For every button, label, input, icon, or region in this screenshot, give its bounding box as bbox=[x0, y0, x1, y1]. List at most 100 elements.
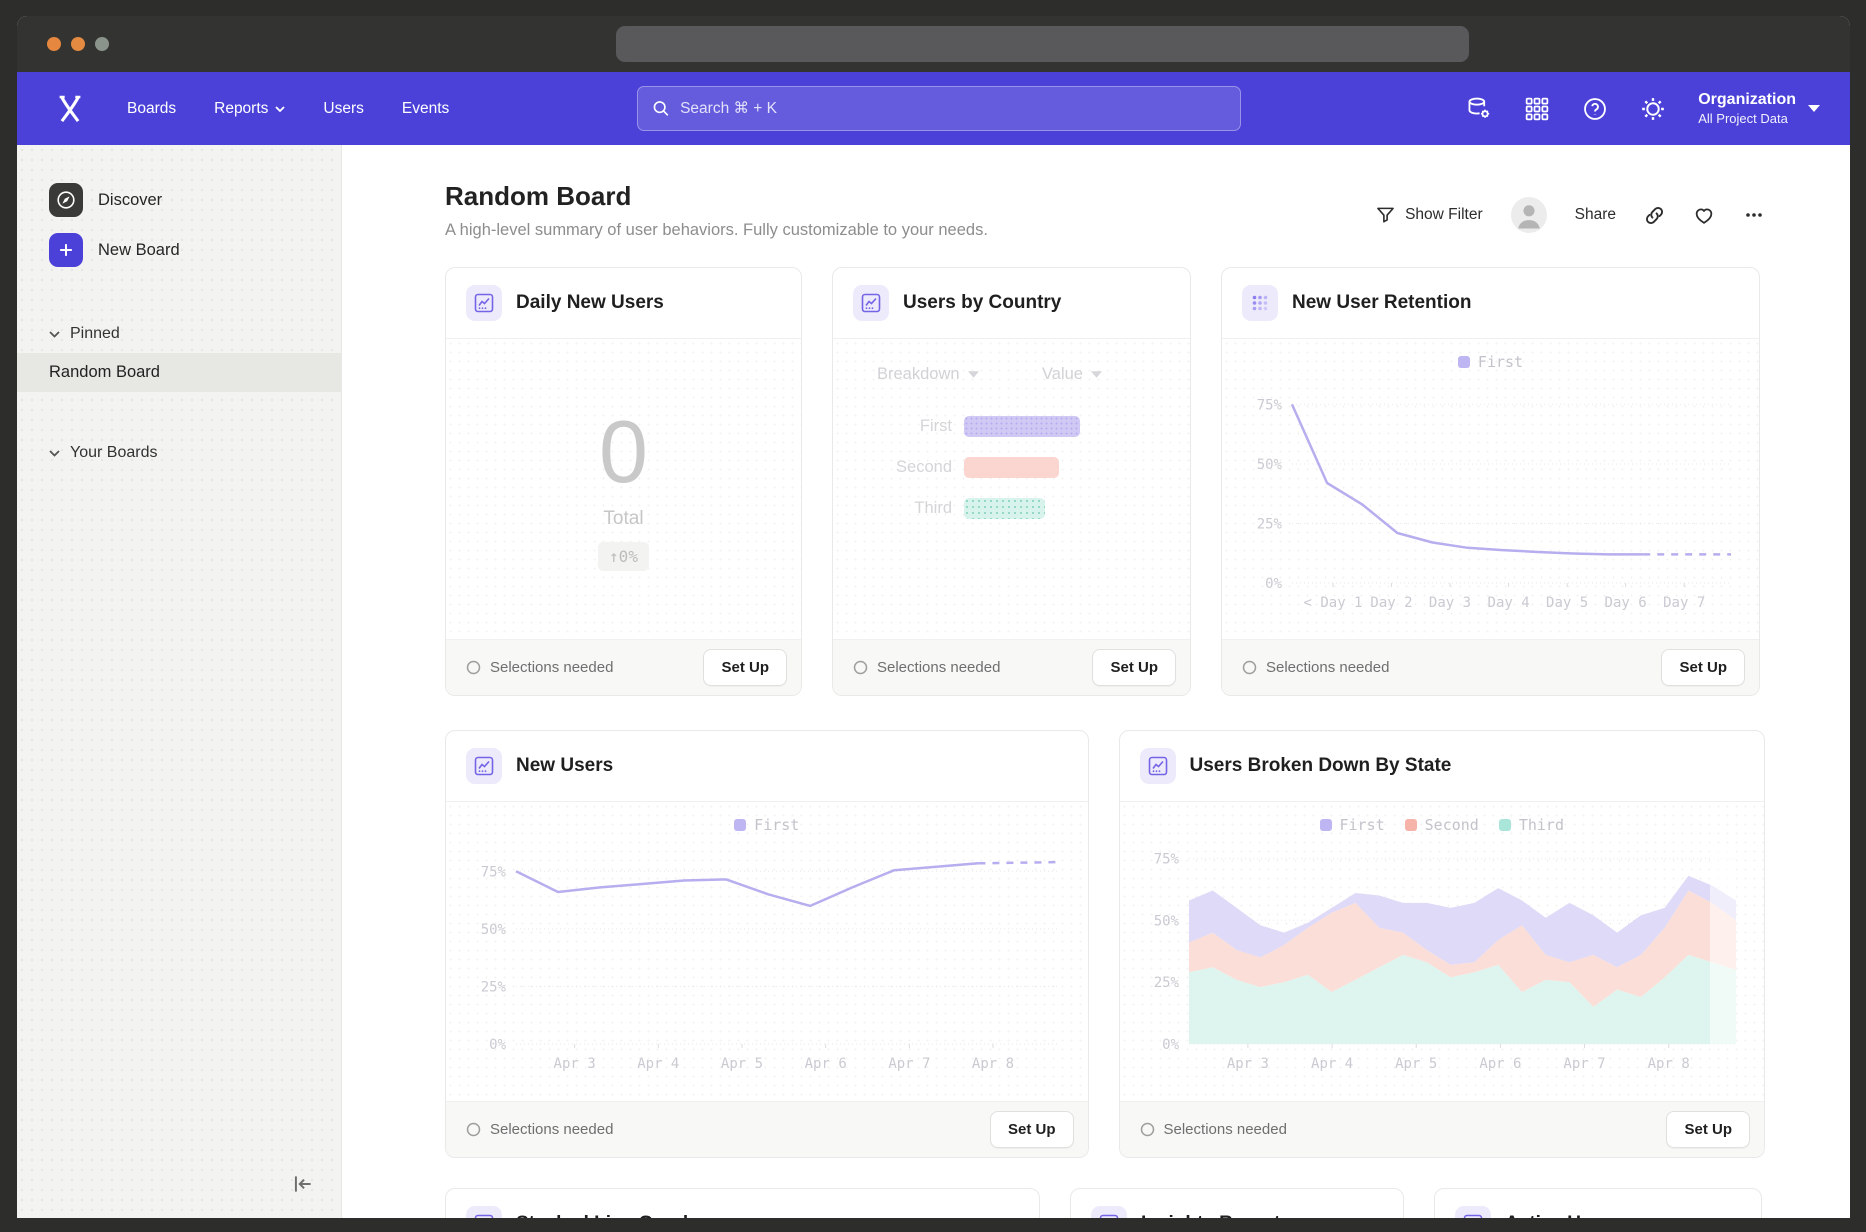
nav-right: Organization All Project Data bbox=[1466, 91, 1820, 126]
chart-legend: First bbox=[1222, 353, 1759, 371]
sidebar-section-your-boards[interactable]: Your Boards bbox=[17, 434, 341, 472]
minimize-window-button[interactable] bbox=[71, 37, 85, 51]
status-selections-needed: Selections needed bbox=[466, 659, 613, 676]
set-up-button[interactable]: Set Up bbox=[1661, 649, 1745, 686]
svg-text:0%: 0% bbox=[489, 1037, 506, 1053]
address-bar[interactable] bbox=[616, 26, 1469, 62]
retention-grid-icon bbox=[1242, 285, 1278, 321]
svg-text:Apr 8: Apr 8 bbox=[1648, 1056, 1690, 1072]
gear-icon[interactable] bbox=[1640, 96, 1666, 122]
data-settings-icon[interactable] bbox=[1466, 96, 1492, 122]
legend-item: Third bbox=[1498, 816, 1564, 834]
card-title: Insights Report bbox=[1141, 1213, 1280, 1218]
apps-grid-icon[interactable] bbox=[1524, 96, 1550, 122]
page-title: Random Board bbox=[445, 181, 632, 211]
status-selections-needed: Selections needed bbox=[853, 659, 1000, 676]
line-chart-icon bbox=[466, 1206, 502, 1218]
card-insights-report: Insights Report bbox=[1070, 1188, 1404, 1218]
card-new-user-retention: New User Retention First 75% 50% 25% 0% < Da… bbox=[1221, 267, 1760, 696]
show-filter-button[interactable]: Show Filter bbox=[1376, 206, 1483, 224]
svg-text:Day 7: Day 7 bbox=[1663, 595, 1705, 611]
global-search[interactable] bbox=[637, 86, 1241, 131]
search-input[interactable] bbox=[680, 99, 1226, 118]
more-options-icon[interactable] bbox=[1743, 205, 1765, 225]
svg-text:Apr 3: Apr 3 bbox=[1227, 1056, 1269, 1072]
svg-text:Apr 4: Apr 4 bbox=[1311, 1056, 1353, 1072]
legend-item: First bbox=[1319, 816, 1385, 834]
card-users-by-country: Users by Country Breakdown Value bbox=[832, 267, 1191, 696]
sidebar-collapse-icon[interactable] bbox=[291, 1173, 315, 1200]
bar-third bbox=[964, 497, 1045, 519]
svg-text:Apr 6: Apr 6 bbox=[1480, 1056, 1522, 1072]
set-up-button[interactable]: Set Up bbox=[703, 649, 787, 686]
svg-text:50%: 50% bbox=[1257, 457, 1283, 473]
zoom-window-button[interactable] bbox=[95, 37, 109, 51]
value-dropdown[interactable]: Value bbox=[1042, 365, 1102, 384]
status-selections-needed: Selections needed bbox=[1242, 659, 1389, 676]
avatar[interactable] bbox=[1510, 197, 1547, 233]
sidebar-item-new-board[interactable]: New Board bbox=[17, 225, 341, 275]
chevron-down-icon bbox=[275, 105, 286, 112]
mixpanel-logo-icon[interactable] bbox=[55, 94, 85, 124]
card-title: Users by Country bbox=[903, 292, 1062, 313]
nav-item-reports[interactable]: Reports bbox=[214, 100, 286, 118]
svg-text:Apr 7: Apr 7 bbox=[1564, 1056, 1606, 1072]
svg-text:Day 6: Day 6 bbox=[1605, 595, 1647, 611]
legend-swatch-icon bbox=[734, 819, 747, 831]
metric-value: 0 bbox=[599, 401, 648, 501]
copy-link-icon[interactable] bbox=[1644, 205, 1665, 226]
chevron-down-icon bbox=[49, 449, 60, 457]
card-new-users: New Users First 75% 50% 25% 0% Apr 3 Apr 4 Apr… bbox=[445, 730, 1089, 1158]
org-switcher[interactable]: Organization All Project Data bbox=[1698, 91, 1820, 126]
country-bar-row: Third bbox=[833, 497, 1190, 519]
card-active-users: Active Users bbox=[1434, 1188, 1762, 1218]
chart-legend: First Second Third bbox=[1120, 816, 1765, 834]
country-bar-row: Second bbox=[833, 456, 1190, 478]
org-project: All Project Data bbox=[1698, 111, 1788, 126]
share-button[interactable]: Share bbox=[1574, 206, 1616, 223]
main-content: Random Board A high-level summary of use… bbox=[342, 145, 1850, 1218]
nav-item-events[interactable]: Events bbox=[401, 99, 450, 117]
nav-item-users[interactable]: Users bbox=[323, 99, 364, 117]
retention-line-chart: 75% 50% 25% 0% < Day 1 Day 2 Day 3 Day 4 Day 5 Da… bbox=[1257, 397, 1731, 611]
sidebar: Discover New Board Pinned Random Board bbox=[17, 145, 342, 1218]
sidebar-item-discover[interactable]: Discover bbox=[17, 175, 341, 225]
legend-swatch-icon bbox=[1457, 356, 1470, 368]
status-selections-needed: Selections needed bbox=[1140, 1121, 1287, 1138]
svg-text:25%: 25% bbox=[480, 979, 506, 995]
country-bars: First Second Third bbox=[833, 415, 1190, 538]
help-icon[interactable] bbox=[1582, 96, 1608, 122]
radio-circle-icon bbox=[1140, 1122, 1154, 1137]
bar-label: Second bbox=[896, 457, 952, 476]
svg-text:75%: 75% bbox=[1257, 397, 1283, 413]
filter-icon bbox=[1377, 207, 1394, 223]
nav-menu: Boards Reports Users Events bbox=[127, 100, 449, 118]
svg-text:Apr 7: Apr 7 bbox=[888, 1056, 930, 1072]
status-selections-needed: Selections needed bbox=[466, 1121, 613, 1138]
close-window-button[interactable] bbox=[47, 37, 61, 51]
set-up-button[interactable]: Set Up bbox=[1666, 1111, 1750, 1148]
set-up-button[interactable]: Set Up bbox=[1092, 649, 1176, 686]
svg-text:75%: 75% bbox=[1154, 851, 1180, 867]
svg-text:Apr 3: Apr 3 bbox=[553, 1056, 595, 1072]
card-stacked-line-graph: Stacked Line Graph bbox=[445, 1188, 1040, 1218]
nav-item-boards[interactable]: Boards bbox=[127, 99, 177, 117]
sidebar-item-random-board[interactable]: Random Board bbox=[17, 353, 341, 392]
legend-item: First bbox=[1457, 353, 1523, 371]
bar-second bbox=[964, 456, 1059, 478]
favorite-heart-icon[interactable] bbox=[1693, 205, 1715, 226]
set-up-button[interactable]: Set Up bbox=[989, 1111, 1074, 1148]
breakdown-dropdown[interactable]: Breakdown bbox=[877, 365, 979, 384]
svg-text:Apr 8: Apr 8 bbox=[972, 1056, 1014, 1072]
svg-text:Day 3: Day 3 bbox=[1429, 595, 1471, 611]
chevron-down-icon bbox=[1090, 371, 1102, 378]
traffic-lights[interactable] bbox=[47, 37, 109, 51]
line-chart-icon bbox=[853, 285, 889, 321]
card-title: Users Broken Down By State bbox=[1189, 755, 1452, 776]
svg-text:Apr 5: Apr 5 bbox=[1395, 1056, 1437, 1072]
svg-text:25%: 25% bbox=[1257, 517, 1283, 533]
line-chart-icon bbox=[466, 748, 502, 784]
line-chart-icon bbox=[1139, 748, 1176, 784]
legend-swatch-icon bbox=[1404, 819, 1417, 831]
sidebar-section-pinned[interactable]: Pinned bbox=[17, 315, 341, 353]
